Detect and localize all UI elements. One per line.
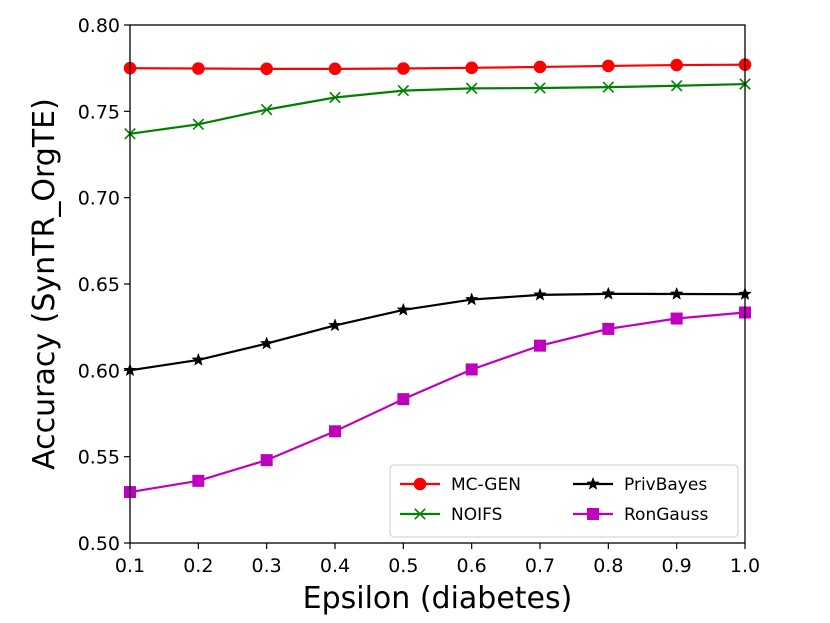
legend-marker xyxy=(414,508,426,520)
y-tick-label: 0.75 xyxy=(78,101,120,123)
y-tick-label: 0.60 xyxy=(78,360,120,382)
y-tick-label: 0.50 xyxy=(78,533,120,555)
legend-label: MC-GEN xyxy=(451,475,521,495)
point-privbayes xyxy=(601,286,616,300)
legend-marker xyxy=(587,508,599,520)
point-mc-gen xyxy=(465,61,478,75)
point-mc-gen xyxy=(670,58,683,72)
point-privbayes xyxy=(396,302,411,316)
point-rongauss xyxy=(602,322,615,335)
point-mc-gen xyxy=(260,62,273,76)
legend-label: NOIFS xyxy=(451,505,502,525)
line-noifs xyxy=(129,82,746,135)
line-privbayes xyxy=(129,292,746,372)
x-tick-label: 0.2 xyxy=(183,555,213,577)
y-tick-label: 0.70 xyxy=(78,188,120,210)
legend-marker xyxy=(413,477,427,491)
point-noifs xyxy=(534,82,546,94)
point-privbayes xyxy=(259,336,274,350)
legend-item-rongauss: RonGauss xyxy=(573,505,708,525)
point-rongauss xyxy=(329,425,341,438)
point-noifs xyxy=(465,82,478,95)
point-rongauss xyxy=(260,454,273,467)
point-rongauss xyxy=(192,474,205,487)
legend-item-privbayes: PrivBayes xyxy=(573,475,707,495)
point-mc-gen xyxy=(533,60,547,74)
point-noifs xyxy=(670,80,683,92)
legend-item-noifs: NOIFS xyxy=(400,505,502,525)
legend-label: PrivBayes xyxy=(624,475,707,495)
x-tick-label: 0.9 xyxy=(662,555,692,577)
point-noifs xyxy=(192,118,205,131)
point-noifs xyxy=(397,84,410,97)
point-mc-gen xyxy=(192,62,205,75)
x-tick-label: 0.5 xyxy=(388,555,418,577)
legend-marker xyxy=(586,476,600,490)
point-mc-gen xyxy=(602,59,615,73)
point-noifs xyxy=(260,103,273,116)
x-tick-label: 0.3 xyxy=(252,555,282,577)
legend-label: RonGauss xyxy=(624,505,708,525)
point-privbayes xyxy=(669,286,684,300)
series-layer xyxy=(123,58,752,499)
y-tick-label: 0.55 xyxy=(78,447,120,469)
line-mc-gen xyxy=(129,63,746,70)
x-tick-label: 0.6 xyxy=(457,555,487,577)
y-axis-title: Accuracy (SynTR_OrgTE) xyxy=(27,98,62,470)
series-mc-gen xyxy=(123,58,752,76)
series-privbayes xyxy=(123,286,752,377)
y-tick-label: 0.80 xyxy=(78,15,120,37)
point-rongauss xyxy=(670,312,683,325)
legend-item-mc-gen: MC-GEN xyxy=(400,475,521,495)
legend: MC-GEN NOIFS PrivBayes RonGauss xyxy=(389,464,739,538)
point-mc-gen xyxy=(328,62,342,76)
point-rongauss xyxy=(534,339,546,352)
x-tick-label: 0.1 xyxy=(115,555,145,577)
point-noifs xyxy=(602,81,615,93)
point-noifs xyxy=(329,91,341,104)
point-rongauss xyxy=(465,363,478,376)
point-mc-gen xyxy=(397,62,410,75)
x-tick-label: 1.0 xyxy=(730,555,760,577)
x-tick-label: 0.8 xyxy=(593,555,623,577)
series-noifs xyxy=(124,78,751,140)
point-privbayes xyxy=(533,287,547,301)
x-tick-label: 0.7 xyxy=(525,555,555,577)
point-privbayes xyxy=(191,352,206,366)
point-rongauss xyxy=(397,393,410,406)
x-tick-label: 0.4 xyxy=(320,555,350,577)
x-axis-title: Epsilon (diabetes) xyxy=(303,581,573,616)
point-privbayes xyxy=(464,292,479,306)
line-rongauss xyxy=(129,311,746,494)
legend-box xyxy=(389,464,739,538)
axis-ticks: 0.1 0.2 0.3 0.4 0.5 0.6 0.7 0.8 0.9 1.0 0.50 0.55 0.… xyxy=(78,15,760,577)
y-tick-label: 0.65 xyxy=(78,274,120,296)
point-privbayes xyxy=(328,318,342,332)
